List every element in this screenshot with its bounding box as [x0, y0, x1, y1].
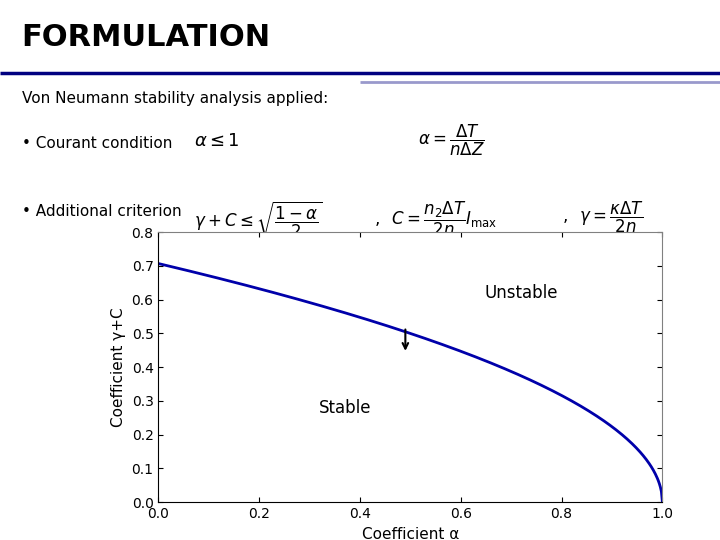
Text: • Additional criterion: • Additional criterion	[22, 204, 181, 219]
Text: Unstable: Unstable	[485, 284, 558, 302]
Text: $\alpha \leq 1$: $\alpha \leq 1$	[194, 132, 240, 150]
Text: • Courant condition: • Courant condition	[22, 136, 172, 151]
Text: $\alpha = \dfrac{\Delta T}{n \Delta Z}$: $\alpha = \dfrac{\Delta T}{n \Delta Z}$	[418, 123, 485, 158]
Text: $,\;\; \gamma = \dfrac{\kappa \Delta T}{2n}$: $,\;\; \gamma = \dfrac{\kappa \Delta T}{…	[562, 200, 644, 235]
Text: Von Neumann stability analysis applied:: Von Neumann stability analysis applied:	[22, 91, 328, 106]
Text: FORMULATION: FORMULATION	[22, 23, 271, 52]
Text: Stable: Stable	[319, 399, 371, 417]
X-axis label: Coefficient α: Coefficient α	[361, 526, 459, 540]
Y-axis label: Coefficient γ+C: Coefficient γ+C	[111, 307, 126, 427]
Text: $\gamma + C \leq \sqrt{\dfrac{1-\alpha}{2}}$: $\gamma + C \leq \sqrt{\dfrac{1-\alpha}{…	[194, 200, 323, 240]
Text: $,\;\; C = \dfrac{n_2 \Delta T}{2n} I_{\max}$: $,\;\; C = \dfrac{n_2 \Delta T}{2n} I_{\…	[374, 200, 498, 238]
